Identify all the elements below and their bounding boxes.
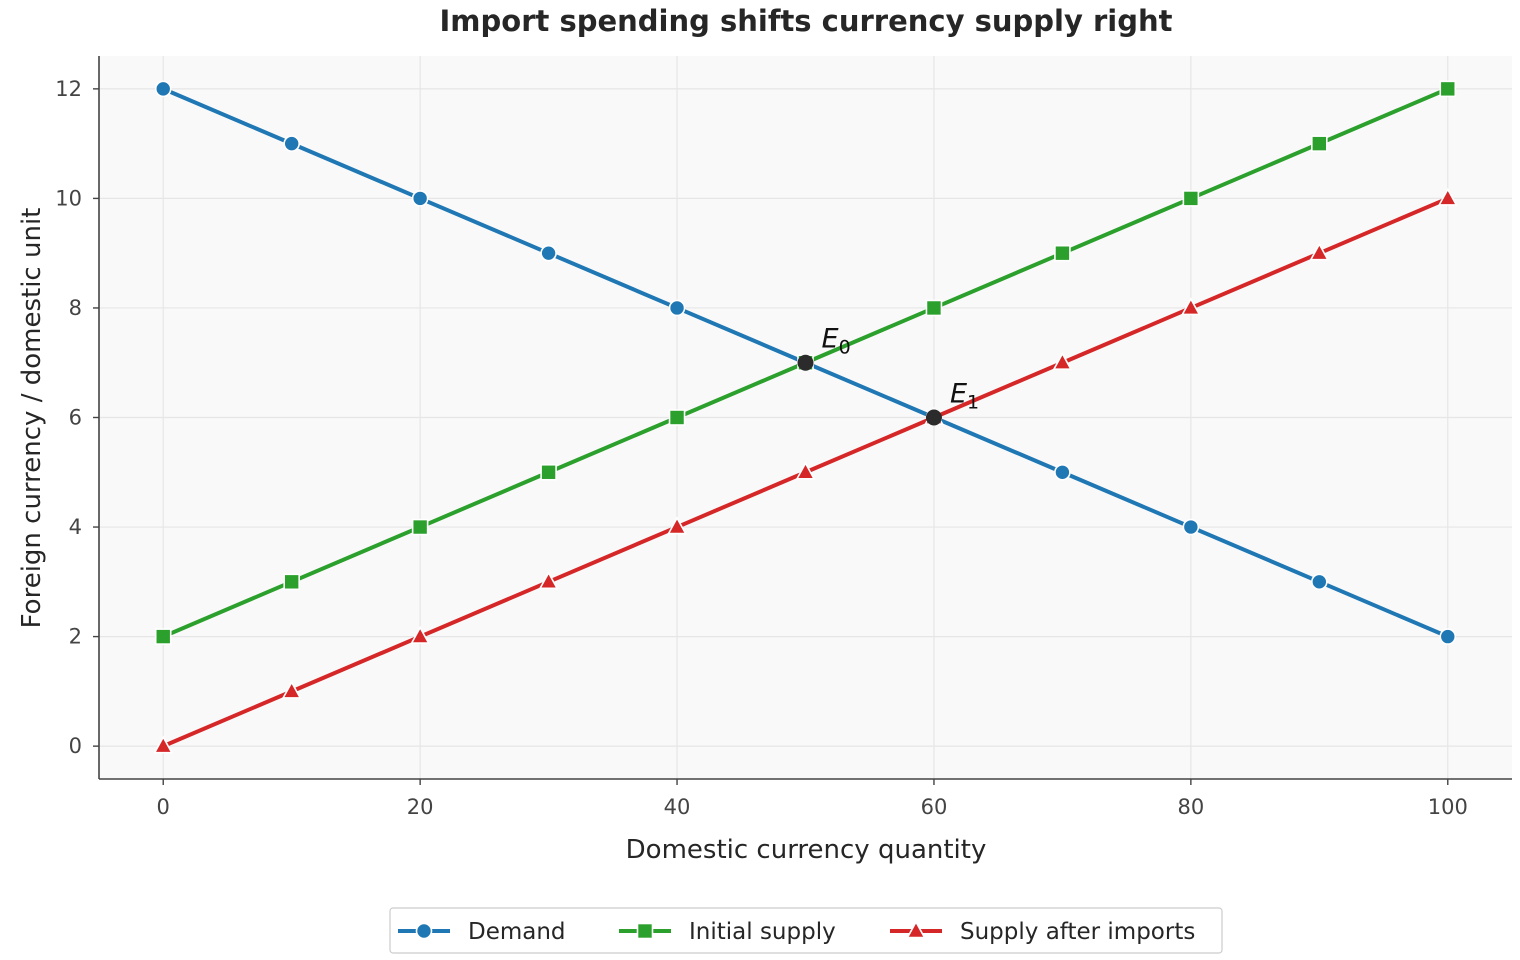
data-point [1052, 352, 1073, 371]
y-tick-label: 6 [69, 406, 82, 430]
data-point [667, 516, 687, 535]
y-tick-label: 10 [55, 186, 82, 210]
x-tick-label: 20 [407, 795, 434, 819]
series-3 [153, 187, 1458, 754]
data-point [411, 518, 429, 536]
data-point [1311, 573, 1328, 591]
chart-title: Import spending shifts currency supply r… [440, 4, 1173, 38]
data-point [1054, 244, 1071, 262]
data-point [154, 628, 172, 645]
data-point [540, 244, 557, 262]
data-point [668, 299, 686, 317]
x-tick-label: 80 [1177, 795, 1204, 819]
y-tick-label: 0 [69, 734, 82, 758]
data-point [795, 461, 816, 480]
equilibrium-label: E0 [822, 324, 851, 359]
legend-marker [415, 922, 433, 940]
data-point [538, 571, 559, 590]
y-tick-label: 8 [69, 296, 82, 320]
x-axis-label: Domestic currency quantity [626, 835, 987, 865]
data-point [1182, 190, 1200, 207]
data-point [411, 190, 429, 207]
equilibrium-points: E0 E1 [797, 324, 979, 426]
data-point [153, 735, 174, 754]
data-point [283, 573, 300, 591]
data-point [281, 680, 302, 699]
y-tick-label: 12 [55, 77, 82, 101]
legend-box [389, 907, 1223, 954]
x-tick-label: 0 [157, 795, 170, 819]
legend-item: Supply after imports [890, 919, 1195, 945]
legend-label: Supply after imports [960, 919, 1195, 945]
data-point [1309, 242, 1330, 261]
x-tick-label: 40 [664, 795, 691, 819]
data-point [1311, 135, 1328, 152]
x-tick-label: 100 [1428, 795, 1468, 819]
axes [93, 56, 1512, 785]
data-point [410, 625, 430, 644]
data-point [283, 135, 300, 152]
equilibrium-point [797, 354, 814, 371]
legend-label: Initial supply [689, 919, 836, 945]
legend-label: Demand [468, 919, 566, 945]
legend-marker [636, 922, 654, 940]
legend-marker [906, 920, 926, 939]
data-point [1439, 80, 1457, 98]
data-point [1054, 463, 1071, 481]
tick-labels: 0 20 40 60 80 100 0 2 4 6 8 10 12 [55, 77, 1468, 819]
data-point [925, 299, 943, 317]
data-point [1182, 518, 1200, 536]
y-axis-label: Foreign currency / domestic unit [17, 208, 47, 629]
equilibrium-label: E1 [950, 379, 979, 414]
equilibrium-point [925, 409, 942, 426]
y-tick-label: 2 [69, 625, 82, 649]
data-point [540, 463, 557, 481]
legend-item: Demand [398, 919, 566, 945]
y-tick-label: 4 [69, 515, 82, 539]
data-point [668, 409, 686, 426]
legend: Demand Initial supply Supply after imports [389, 907, 1223, 954]
data-point [1181, 297, 1201, 316]
x-tick-label: 60 [921, 795, 948, 819]
data-point [154, 80, 172, 98]
data-point [1437, 187, 1458, 206]
data-point [1439, 628, 1457, 645]
legend-item: Initial supply [619, 919, 836, 945]
